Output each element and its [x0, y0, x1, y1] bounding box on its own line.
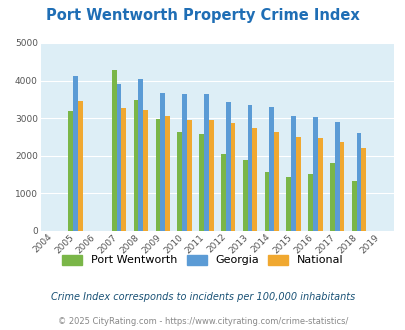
Bar	[307, 174, 312, 231]
Bar	[112, 70, 116, 231]
Bar	[247, 105, 252, 231]
Bar	[295, 137, 300, 231]
Bar	[252, 128, 256, 231]
Bar	[339, 142, 343, 231]
Bar	[203, 94, 208, 231]
Text: © 2025 CityRating.com - https://www.cityrating.com/crime-statistics/: © 2025 CityRating.com - https://www.city…	[58, 317, 347, 326]
Bar	[133, 100, 138, 231]
Bar	[356, 133, 360, 231]
Bar	[121, 108, 126, 231]
Bar	[155, 119, 160, 231]
Bar	[186, 120, 191, 231]
Bar	[317, 139, 322, 231]
Bar	[273, 132, 278, 231]
Bar	[225, 102, 230, 231]
Bar	[68, 111, 73, 231]
Bar	[269, 107, 273, 231]
Bar	[264, 172, 269, 231]
Bar	[177, 132, 182, 231]
Bar	[220, 153, 225, 231]
Bar	[182, 94, 186, 231]
Bar	[208, 120, 213, 231]
Bar	[198, 134, 203, 231]
Bar	[312, 117, 317, 231]
Bar	[351, 181, 356, 231]
Bar	[230, 123, 235, 231]
Bar	[165, 116, 169, 231]
Text: Port Wentworth Property Crime Index: Port Wentworth Property Crime Index	[46, 8, 359, 23]
Bar	[242, 159, 247, 231]
Legend: Port Wentworth, Georgia, National: Port Wentworth, Georgia, National	[62, 255, 343, 265]
Bar	[138, 80, 143, 231]
Bar	[73, 76, 78, 231]
Bar	[360, 148, 365, 231]
Bar	[160, 93, 165, 231]
Bar	[334, 122, 339, 231]
Bar	[78, 101, 83, 231]
Text: Crime Index corresponds to incidents per 100,000 inhabitants: Crime Index corresponds to incidents per…	[51, 292, 354, 302]
Bar	[329, 163, 334, 231]
Bar	[116, 84, 121, 231]
Bar	[290, 116, 295, 231]
Bar	[286, 177, 290, 231]
Bar	[143, 110, 148, 231]
